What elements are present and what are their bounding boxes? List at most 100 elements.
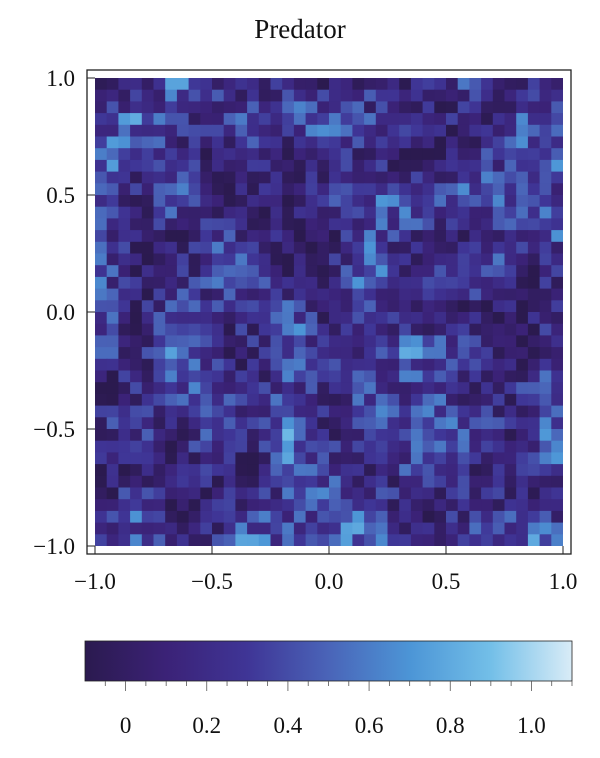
heatmap-cell bbox=[457, 522, 470, 535]
heatmap-cell bbox=[375, 136, 389, 149]
heatmap-cell bbox=[492, 323, 506, 336]
heatmap-cell bbox=[481, 522, 494, 535]
heatmap-cell bbox=[492, 522, 506, 535]
heatmap-cell bbox=[457, 148, 470, 161]
heatmap-cell bbox=[364, 312, 377, 325]
heatmap-cell bbox=[153, 347, 166, 360]
heatmap-cell bbox=[340, 312, 353, 325]
heatmap-cell bbox=[422, 347, 435, 360]
heatmap-cell bbox=[176, 393, 190, 407]
heatmap-cell bbox=[212, 464, 225, 477]
heatmap-cell bbox=[223, 171, 236, 184]
heatmap-cell bbox=[492, 452, 506, 465]
heatmap-cell bbox=[434, 417, 447, 430]
heatmap-cell bbox=[212, 171, 225, 184]
heatmap-cell bbox=[329, 393, 342, 407]
heatmap-cell bbox=[504, 323, 517, 336]
heatmap-cell bbox=[387, 124, 400, 138]
heatmap-cell bbox=[235, 335, 248, 348]
heatmap-cell bbox=[399, 358, 412, 372]
heatmap-cell bbox=[364, 78, 377, 91]
heatmap-cell bbox=[153, 370, 166, 383]
heatmap-cell bbox=[200, 464, 213, 477]
heatmap-cell bbox=[539, 288, 552, 301]
heatmap-cell bbox=[200, 265, 213, 278]
heatmap-cell bbox=[270, 206, 283, 219]
heatmap-cell bbox=[364, 253, 377, 266]
heatmap-cell bbox=[282, 241, 295, 255]
heatmap-cell bbox=[305, 499, 318, 512]
heatmap-cell bbox=[352, 370, 365, 383]
heatmap-cell bbox=[176, 183, 190, 196]
heatmap-cell bbox=[410, 206, 424, 219]
heatmap-cell bbox=[130, 124, 143, 138]
heatmap-cell bbox=[293, 253, 307, 266]
heatmap-cell bbox=[188, 183, 201, 196]
heatmap-cell bbox=[317, 241, 330, 255]
heatmap-cell bbox=[446, 534, 459, 546]
heatmap-cell bbox=[539, 276, 552, 290]
heatmap-cell bbox=[141, 265, 155, 278]
heatmap-cell bbox=[282, 89, 295, 102]
heatmap-cell bbox=[504, 534, 517, 546]
heatmap-cell bbox=[305, 241, 318, 255]
heatmap-cell bbox=[282, 452, 295, 465]
heatmap-cell bbox=[446, 241, 459, 255]
heatmap-cell bbox=[457, 335, 470, 348]
heatmap-cell bbox=[516, 78, 529, 91]
heatmap-cell bbox=[223, 195, 236, 208]
heatmap-cell bbox=[176, 487, 190, 500]
heatmap-cell bbox=[539, 78, 552, 91]
heatmap-cell bbox=[539, 323, 552, 336]
heatmap-cell bbox=[293, 113, 307, 126]
heatmap-cell bbox=[200, 195, 213, 208]
heatmap-cell bbox=[153, 382, 166, 395]
heatmap-cell bbox=[492, 534, 506, 546]
heatmap-cell bbox=[364, 440, 377, 453]
heatmap-cell bbox=[282, 288, 295, 301]
heatmap-cell bbox=[457, 241, 470, 255]
heatmap-cell bbox=[141, 312, 155, 325]
heatmap-cell bbox=[165, 159, 178, 173]
heatmap-cell bbox=[141, 464, 155, 477]
heatmap-cell bbox=[235, 393, 248, 407]
heatmap-cell bbox=[247, 347, 260, 360]
heatmap-cell bbox=[141, 183, 155, 196]
heatmap-cell bbox=[364, 218, 377, 231]
heatmap-cell bbox=[270, 475, 283, 489]
heatmap-cell bbox=[469, 452, 482, 465]
heatmap-cell bbox=[504, 464, 517, 477]
heatmap-cell bbox=[434, 405, 447, 418]
heatmap-cell bbox=[270, 101, 283, 114]
heatmap-cell bbox=[317, 452, 330, 465]
heatmap-cell bbox=[410, 429, 424, 442]
heatmap-cell bbox=[422, 417, 435, 430]
heatmap-cell bbox=[527, 159, 541, 173]
heatmap-cell bbox=[375, 265, 389, 278]
y-tick-label: −0.5 bbox=[33, 417, 75, 442]
heatmap-cell bbox=[247, 510, 260, 524]
heatmap-cell bbox=[176, 464, 190, 477]
heatmap-cell bbox=[258, 230, 272, 243]
heatmap-cell bbox=[516, 417, 529, 430]
heatmap-cell bbox=[457, 464, 470, 477]
heatmap-cell bbox=[247, 101, 260, 114]
heatmap-cell bbox=[375, 206, 389, 219]
heatmap-cell bbox=[422, 159, 435, 173]
heatmap-cell bbox=[95, 499, 108, 512]
y-tick-label: 0.5 bbox=[46, 183, 75, 208]
heatmap-cell bbox=[270, 534, 283, 546]
heatmap-cell bbox=[551, 522, 563, 535]
heatmap-cell bbox=[504, 159, 517, 173]
heatmap-cell bbox=[200, 522, 213, 535]
heatmap-cell bbox=[106, 335, 119, 348]
heatmap-cell bbox=[223, 124, 236, 138]
heatmap-cell bbox=[504, 288, 517, 301]
heatmap-cell bbox=[106, 347, 119, 360]
heatmap-cell bbox=[200, 159, 213, 173]
heatmap-cell bbox=[492, 347, 506, 360]
heatmap-cell bbox=[200, 300, 213, 313]
heatmap-cell bbox=[516, 323, 529, 336]
heatmap-cell bbox=[118, 230, 131, 243]
heatmap-cell bbox=[223, 136, 236, 149]
